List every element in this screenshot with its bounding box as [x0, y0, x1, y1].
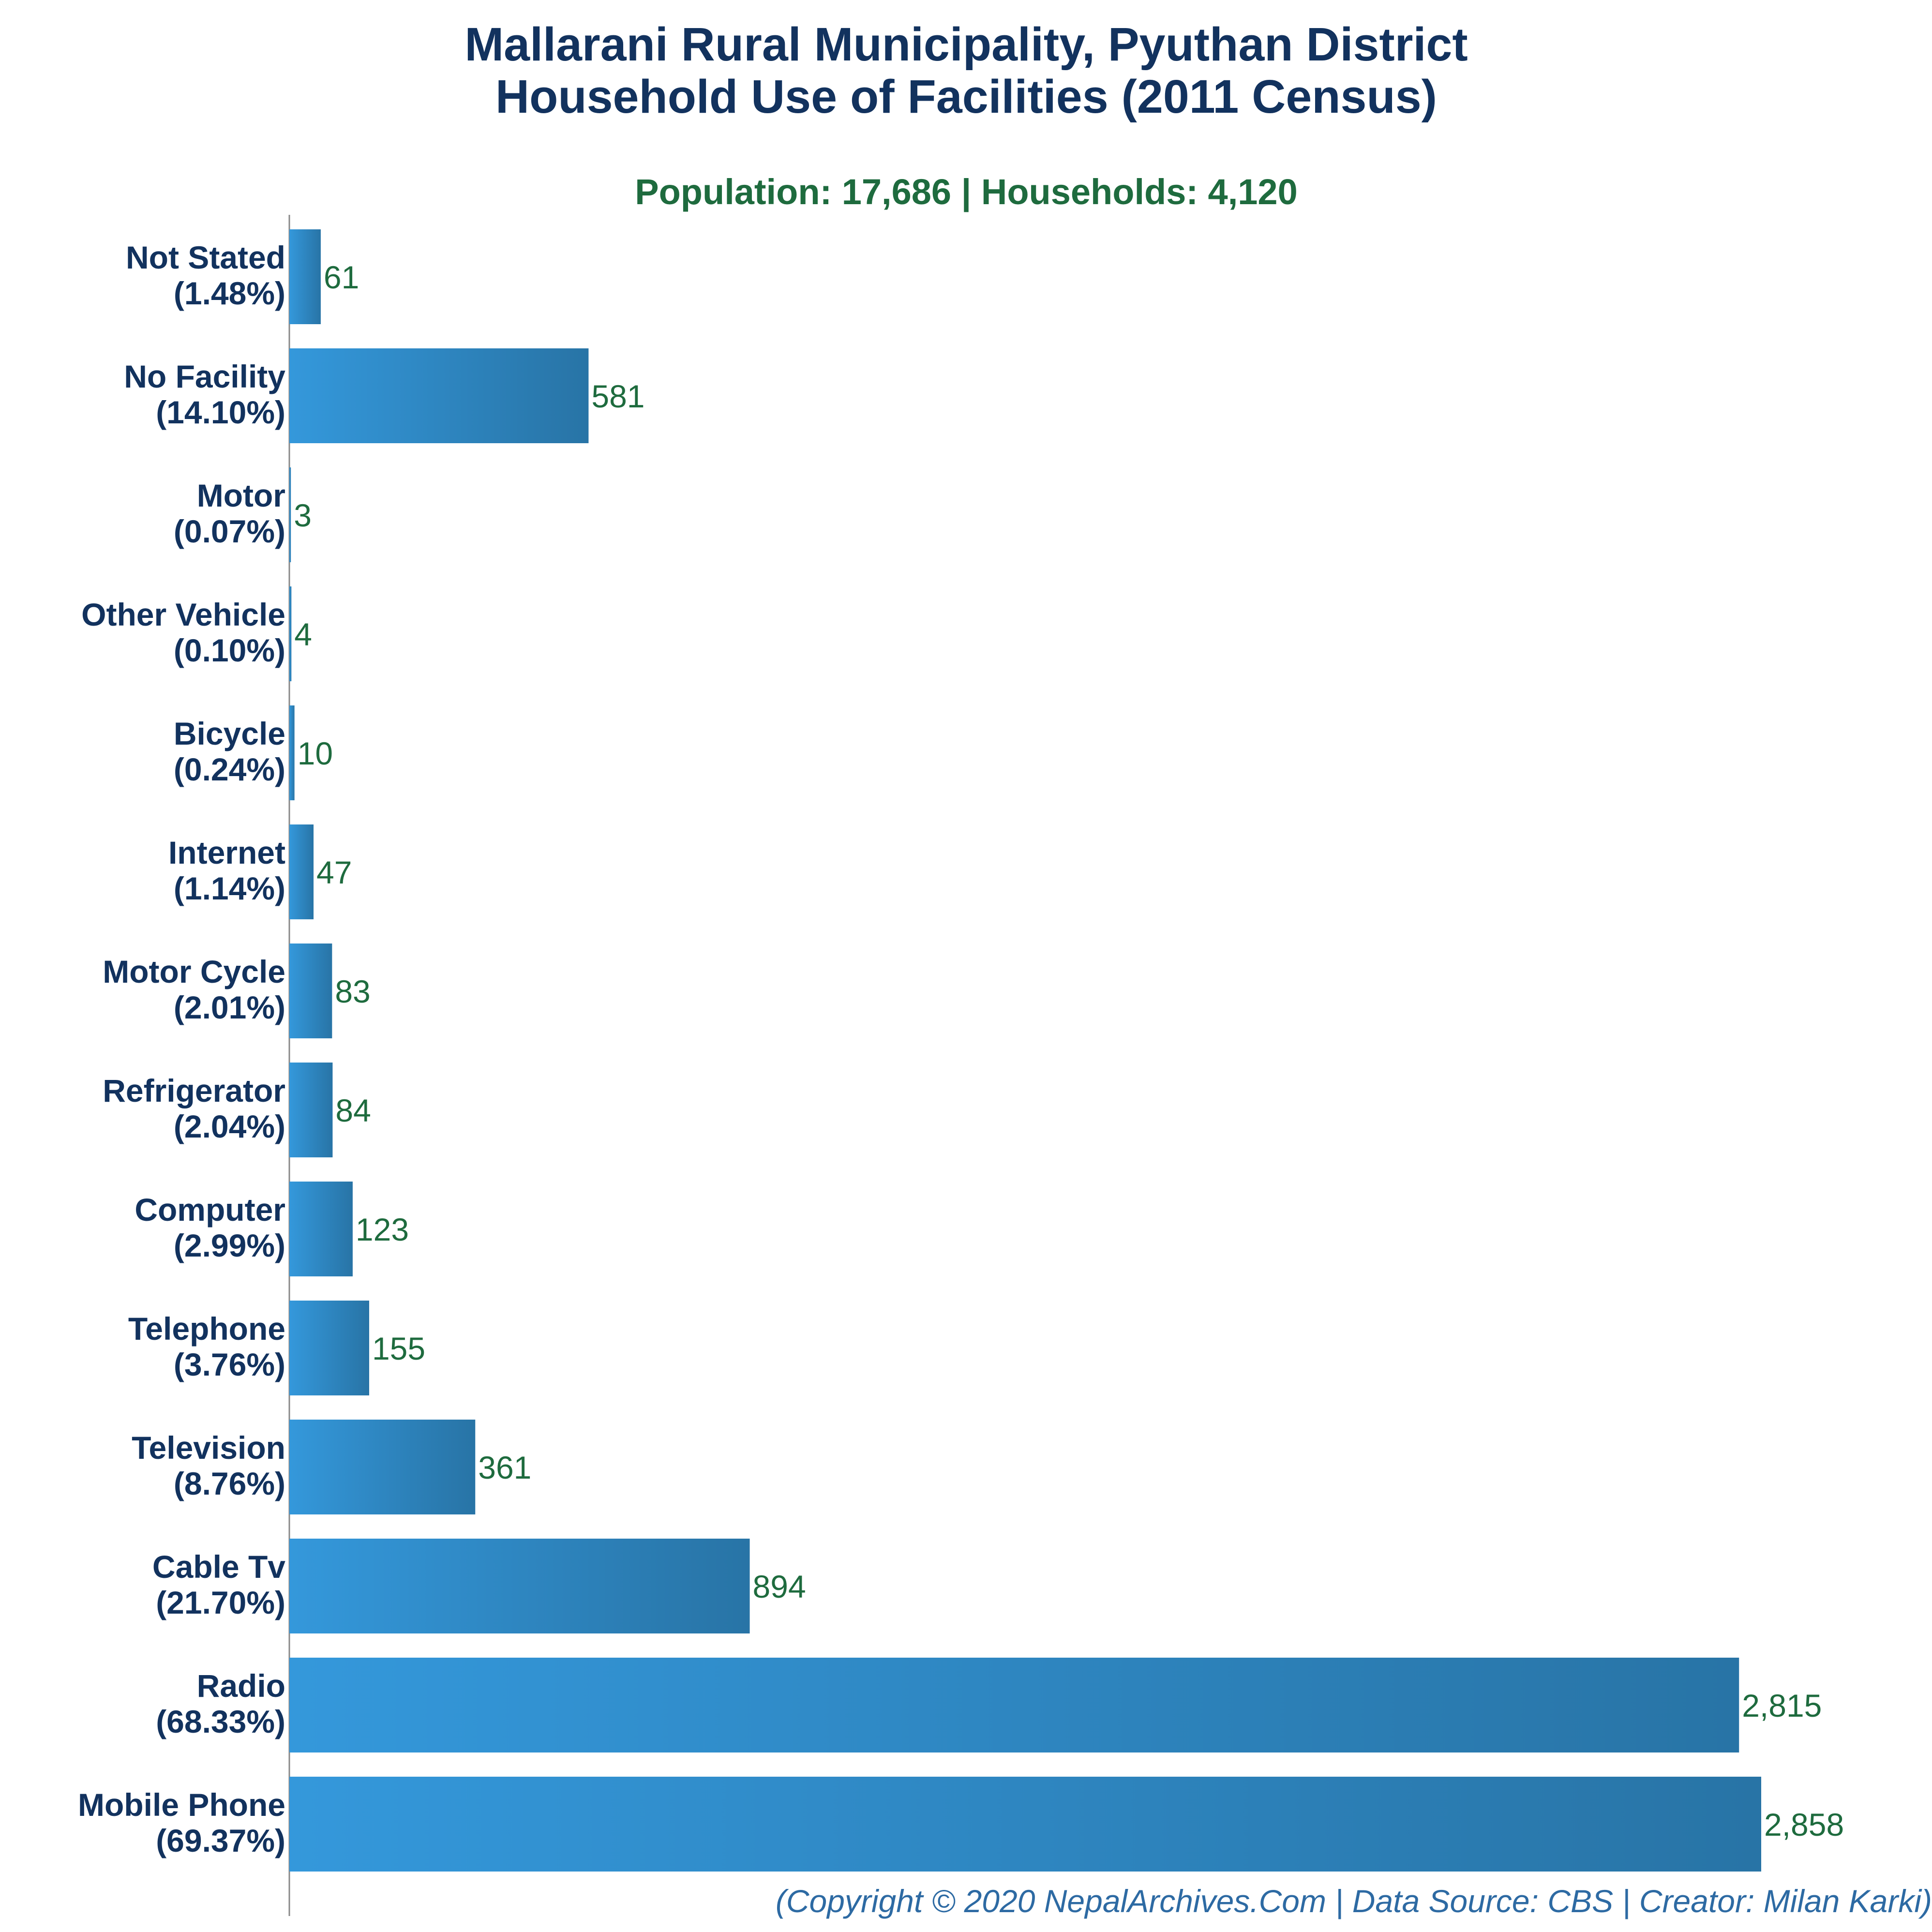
value-label: 84: [335, 1093, 371, 1128]
value-label: 894: [753, 1569, 806, 1604]
value-label: 47: [316, 854, 352, 890]
bar-motor: [289, 467, 291, 562]
value-label: 123: [356, 1212, 409, 1247]
category-percent-label: (1.48%): [174, 275, 285, 311]
category-label: No Facility: [124, 359, 285, 394]
chart-title-line-2: Household Use of Facilities (2011 Census…: [495, 70, 1437, 123]
category-percent-label: (2.04%): [174, 1108, 285, 1144]
bar-refrigerator: [289, 1063, 333, 1157]
category-percent-label: (69.37%): [156, 1823, 285, 1858]
bar-computer: [289, 1182, 353, 1276]
value-label: 4: [294, 616, 312, 652]
category-label: Refrigerator: [103, 1073, 285, 1108]
value-label: 3: [294, 497, 312, 533]
value-label: 155: [372, 1331, 425, 1366]
value-label: 10: [298, 735, 333, 771]
bar-other-vehicle: [289, 586, 292, 681]
value-label: 2,858: [1764, 1807, 1844, 1842]
value-label: 581: [591, 378, 644, 414]
bar-cable-tv: [289, 1539, 750, 1633]
category-percent-label: (1.14%): [174, 870, 285, 906]
value-label: 2,815: [1742, 1688, 1822, 1723]
bar-motor-cycle: [289, 944, 332, 1038]
category-label: Motor: [197, 478, 285, 513]
category-label: Telephone: [128, 1311, 285, 1347]
chart-subtitle: Population: 17,686 | Households: 4,120: [635, 172, 1298, 212]
chart-title-line-1: Mallarani Rural Municipality, Pyuthan Di…: [464, 18, 1468, 71]
bar-telephone: [289, 1301, 369, 1395]
category-label: Mobile Phone: [78, 1787, 285, 1823]
category-percent-label: (0.24%): [174, 751, 285, 787]
category-label: Radio: [197, 1668, 285, 1704]
category-label: Internet: [168, 835, 285, 870]
bar-no-facility: [289, 348, 589, 443]
bar-internet: [289, 824, 314, 919]
bars-group: Not Stated(1.48%) 61 No Facility(14.10%) 58…: [78, 229, 1844, 1872]
category-percent-label: (2.99%): [174, 1228, 285, 1263]
bar-bicycle: [289, 705, 295, 800]
category-label: Motor Cycle: [103, 954, 285, 989]
category-label: Computer: [135, 1192, 285, 1228]
category-label: Not Stated: [126, 240, 285, 275]
category-label: Bicycle: [174, 716, 285, 751]
category-label: Television: [132, 1430, 285, 1466]
category-percent-label: (14.10%): [156, 394, 285, 430]
bar-television: [289, 1420, 476, 1514]
value-label: 83: [335, 973, 370, 1009]
category-label: Cable Tv: [152, 1549, 285, 1585]
bar-mobile-phone: [289, 1777, 1761, 1872]
footer-credit: (Copyright © 2020 NepalArchives.Com | Da…: [776, 1883, 1932, 1920]
bar-not-stated: [289, 229, 321, 324]
value-label: 361: [478, 1450, 531, 1485]
category-percent-label: (0.10%): [174, 632, 285, 668]
category-percent-label: (2.01%): [174, 989, 285, 1025]
bar-radio: [289, 1658, 1739, 1752]
category-percent-label: (3.76%): [174, 1347, 285, 1382]
value-label: 61: [324, 259, 359, 295]
category-label: Other Vehicle: [81, 597, 285, 632]
category-percent-label: (8.76%): [174, 1466, 285, 1501]
category-percent-label: (0.07%): [174, 513, 285, 549]
category-percent-label: (68.33%): [156, 1704, 285, 1739]
category-percent-label: (21.70%): [156, 1585, 285, 1620]
